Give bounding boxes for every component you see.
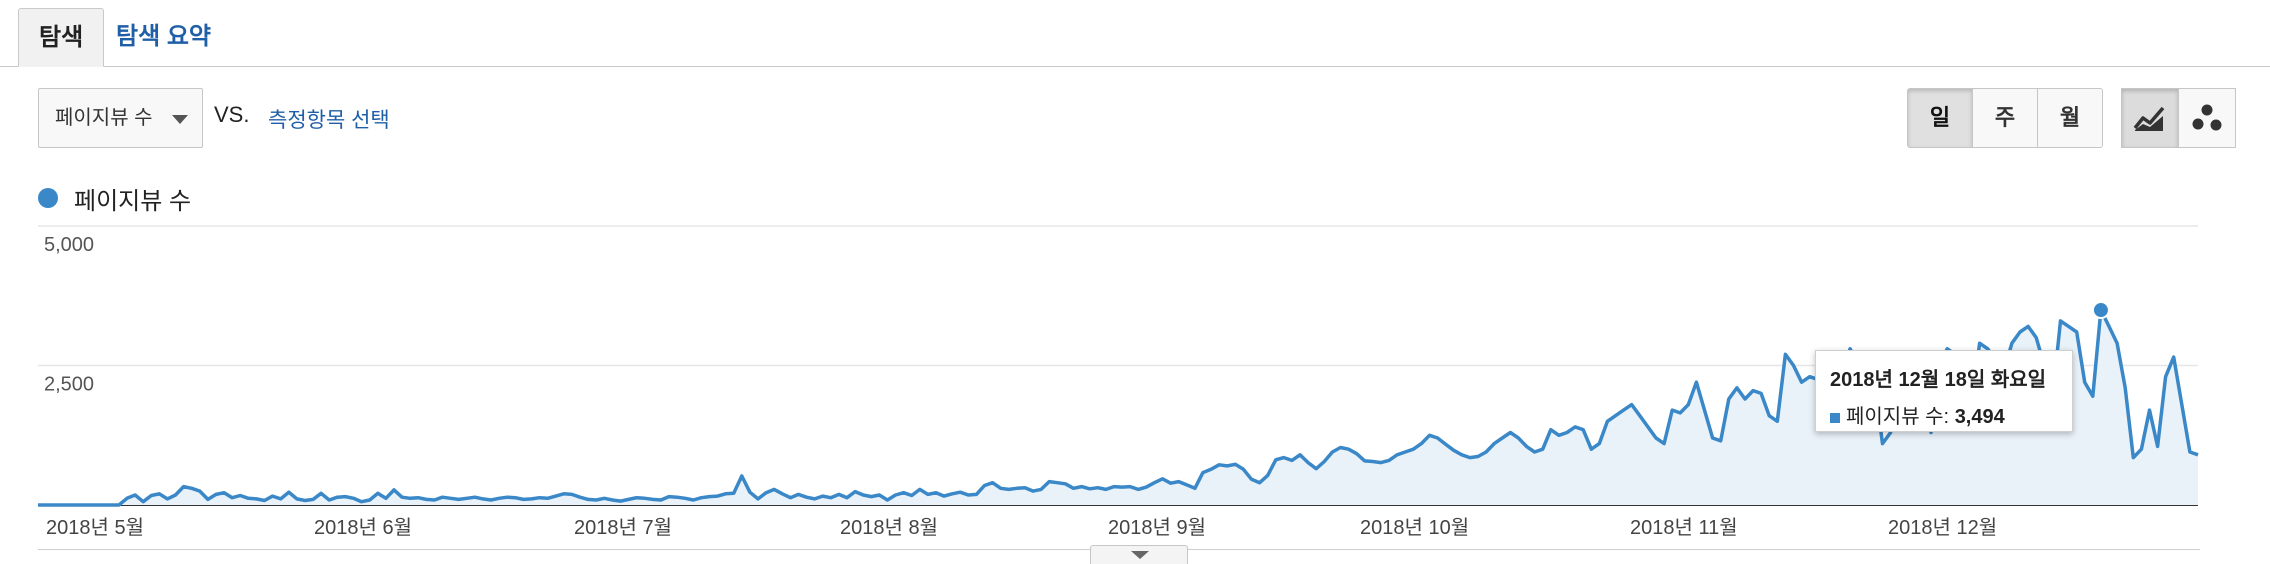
- chart-tooltip: 2018년 12월 18일 화요일 페이지뷰 수: 3,494: [1815, 350, 2073, 432]
- x-tick-label: 2018년 10월: [1360, 516, 1469, 539]
- chart-view-toggle: [2121, 88, 2236, 148]
- x-tick-label: 2018년 8월: [840, 516, 938, 539]
- metric-dropdown[interactable]: 페이지뷰 수: [38, 88, 203, 148]
- highlight-point: [2091, 301, 2110, 320]
- x-tick-label: 2018년 9월: [1108, 516, 1206, 539]
- chevron-down-icon: [172, 115, 188, 124]
- granularity-week-button[interactable]: 주: [1972, 88, 2038, 148]
- y-tick-label: 2,500: [44, 374, 94, 396]
- x-tick-label: 2018년 11월: [1630, 516, 1738, 539]
- granularity-toggle: 일 주 월: [1907, 88, 2103, 148]
- tab-bar: 탐색 탐색 요약: [0, 0, 2270, 67]
- metric-dropdown-value: 페이지뷰 수: [55, 107, 153, 129]
- tooltip-value: 3,494: [1954, 406, 2005, 428]
- tooltip-series-swatch: [1830, 412, 1840, 423]
- motion-chart-icon: [2192, 104, 2222, 131]
- legend-label: 페이지뷰 수: [74, 187, 192, 215]
- line-chart-icon: [2133, 106, 2165, 131]
- motion-chart-button[interactable]: [2178, 88, 2236, 148]
- tooltip-metric: 페이지뷰 수:: [1846, 406, 1950, 428]
- chart-expand-handle[interactable]: [1090, 545, 1188, 564]
- granularity-day-button[interactable]: 일: [1907, 88, 1973, 148]
- line-chart: 5,000 2,500 2018년 5월 2018년 6월 2018년 7월 2018년 …: [38, 225, 2199, 539]
- tab-explore[interactable]: 탐색: [18, 8, 105, 67]
- chevron-down-icon: [1131, 551, 1149, 559]
- select-metric-link[interactable]: 측정항목 선택: [268, 109, 390, 132]
- legend-dot: [38, 188, 58, 208]
- granularity-month-button[interactable]: 월: [2037, 88, 2103, 148]
- vs-label: VS.: [214, 102, 250, 127]
- x-tick-label: 2018년 6월: [314, 516, 412, 539]
- tooltip-date: 2018년 12월 18일 화요일: [1830, 369, 2047, 391]
- y-tick-label: 5,000: [44, 234, 94, 256]
- tab-explore-summary[interactable]: 탐색 요약: [116, 23, 211, 50]
- series-area: [38, 310, 2198, 505]
- tooltip-row: 페이지뷰 수: 3,494: [1830, 400, 2058, 429]
- chart-axis-labels: 5,000 2,500 2018년 5월 2018년 6월 2018년 7월 2018년 …: [44, 234, 1997, 539]
- x-tick-label: 2018년 12월: [1888, 516, 1997, 539]
- line-chart-button[interactable]: [2121, 88, 2179, 148]
- x-tick-label: 2018년 5월: [46, 516, 144, 539]
- x-tick-label: 2018년 7월: [574, 516, 672, 539]
- chart-legend: 페이지뷰 수: [38, 183, 192, 215]
